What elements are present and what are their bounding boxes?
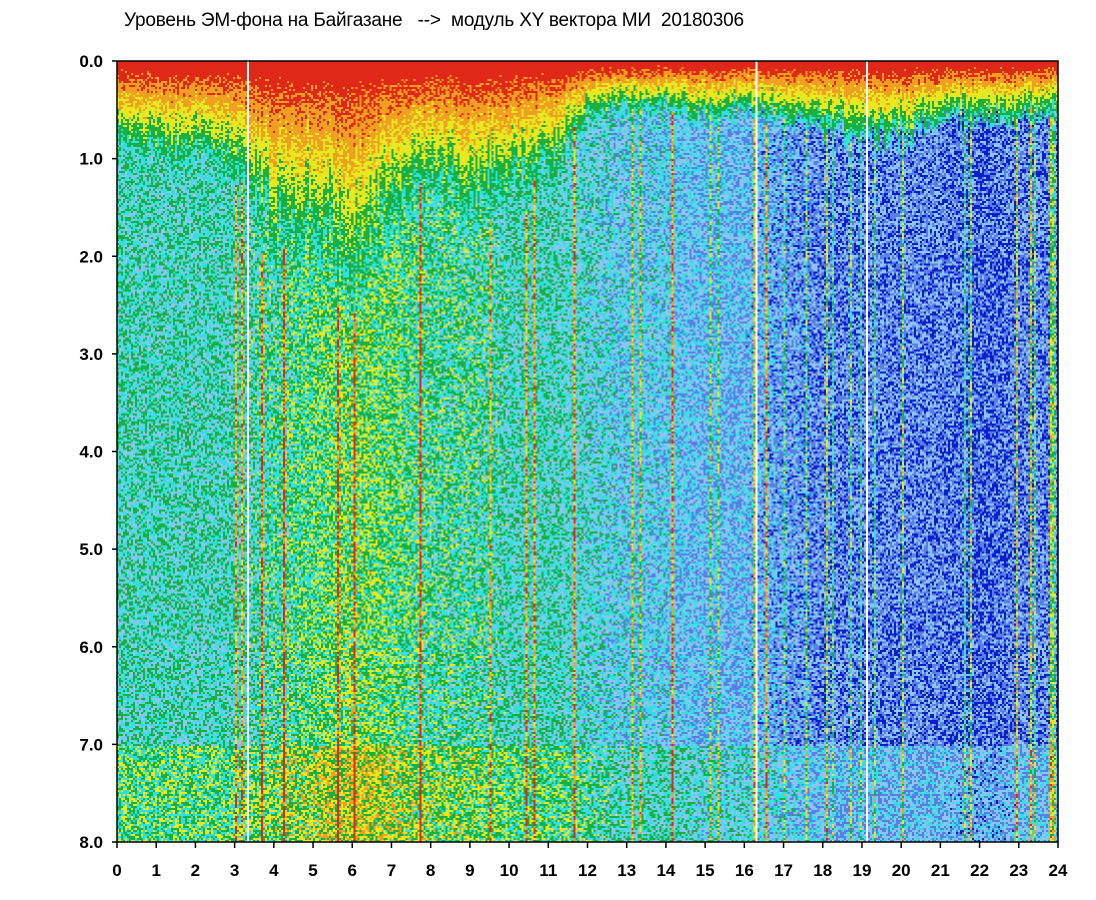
x-tick-label: 12 bbox=[578, 861, 597, 880]
x-tick-label: 9 bbox=[465, 861, 474, 880]
x-tick-label: 15 bbox=[696, 861, 715, 880]
y-tick-label: 7.0 bbox=[79, 735, 103, 754]
x-tick-label: 14 bbox=[656, 861, 675, 880]
x-tick-label: 8 bbox=[426, 861, 435, 880]
x-tick-label: 3 bbox=[230, 861, 239, 880]
heatmap-raster bbox=[117, 61, 1058, 842]
x-tick-label: 5 bbox=[308, 861, 317, 880]
y-tick-label: 8.0 bbox=[79, 833, 103, 852]
y-tick-label: 3.0 bbox=[79, 345, 103, 364]
x-tick-label: 22 bbox=[970, 861, 989, 880]
x-tick-label: 0 bbox=[112, 861, 121, 880]
y-tick-label: 4.0 bbox=[79, 443, 103, 462]
x-tick-label: 7 bbox=[387, 861, 396, 880]
x-tick-label: 19 bbox=[852, 861, 871, 880]
y-tick-label: 2.0 bbox=[79, 247, 103, 266]
y-axis: 0.0 1.0 2.0 3.0 4.0 5.0 6.0 7.0 8.0 bbox=[79, 52, 117, 852]
x-axis: 0 1 2 3 4 5 6 7 8 9 10 11 12 13 14 15 16 17 18 19 20 21 22 23 24 bbox=[112, 842, 1068, 880]
x-tick-label: 23 bbox=[1009, 861, 1028, 880]
x-tick-label: 11 bbox=[539, 861, 557, 880]
x-tick-label: 2 bbox=[191, 861, 200, 880]
x-tick-label: 17 bbox=[774, 861, 793, 880]
x-tick-label: 4 bbox=[269, 861, 279, 880]
x-tick-label: 24 bbox=[1049, 861, 1068, 880]
x-tick-label: 20 bbox=[892, 861, 911, 880]
chart-title: Уровень ЭМ-фона на Байгазане --> модуль … bbox=[124, 10, 744, 31]
x-tick-label: 6 bbox=[348, 861, 357, 880]
y-tick-label: 1.0 bbox=[79, 150, 103, 169]
x-tick-label: 16 bbox=[735, 861, 754, 880]
plot-frame bbox=[116, 60, 1059, 843]
x-tick-label: 21 bbox=[931, 861, 950, 880]
y-tick-label: 5.0 bbox=[79, 540, 103, 559]
x-tick-label: 10 bbox=[500, 861, 519, 880]
y-tick-label: 0.0 bbox=[79, 52, 103, 71]
y-tick-label: 6.0 bbox=[79, 638, 103, 657]
x-tick-label: 13 bbox=[617, 861, 636, 880]
x-tick-label: 1 bbox=[151, 861, 160, 880]
x-tick-label: 18 bbox=[813, 861, 832, 880]
plot-area bbox=[117, 61, 1058, 842]
